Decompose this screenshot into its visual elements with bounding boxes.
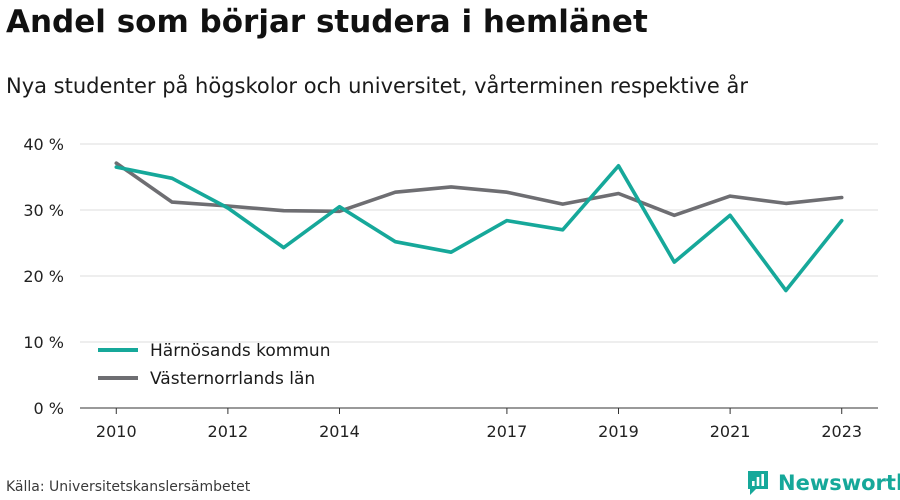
- line-chart: 0 % 10 % 20 % 30 % 40 % 2010 2012 2014 2017 2019…: [23, 135, 878, 441]
- y-tick-label: 30 %: [23, 201, 64, 220]
- grid-lines: [80, 143, 878, 343]
- series-line: [114, 161, 844, 218]
- x-tick-label: 2014: [319, 422, 360, 441]
- x-tick-label: 2019: [598, 422, 639, 441]
- series-line: [114, 164, 844, 293]
- x-tick-label: 2017: [487, 422, 528, 441]
- source-note: Källa: Universitetskanslersämbetet: [6, 479, 251, 495]
- brand-name: Newsworthy: [778, 471, 900, 495]
- x-tick-label: 2023: [821, 422, 862, 441]
- x-axis: 2010 2012 2014 2017 2019 2021 2023: [80, 407, 878, 441]
- y-tick-label: 20 %: [23, 267, 64, 286]
- chart-title: Andel som börjar studera i hemlänet: [6, 4, 648, 40]
- y-axis: 0 % 10 % 20 % 30 % 40 %: [23, 135, 64, 418]
- legend: Härnösands kommun Västernorrlands län: [98, 341, 330, 389]
- x-tick-label: 2021: [710, 422, 751, 441]
- legend-label: Härnösands kommun: [150, 341, 330, 361]
- x-tick-label: 2010: [96, 422, 137, 441]
- x-tick-label: 2012: [208, 422, 249, 441]
- brand-logo: Newsworthy: [746, 468, 900, 498]
- chart-subtitle: Nya studenter på högskolor och universit…: [6, 74, 748, 98]
- legend-label: Västernorrlands län: [150, 369, 315, 389]
- bar-chart-badge-icon: [748, 471, 768, 495]
- y-tick-label: 0 %: [34, 399, 64, 418]
- y-tick-label: 10 %: [23, 333, 64, 352]
- series-lines: [114, 161, 844, 293]
- y-tick-label: 40 %: [23, 135, 64, 154]
